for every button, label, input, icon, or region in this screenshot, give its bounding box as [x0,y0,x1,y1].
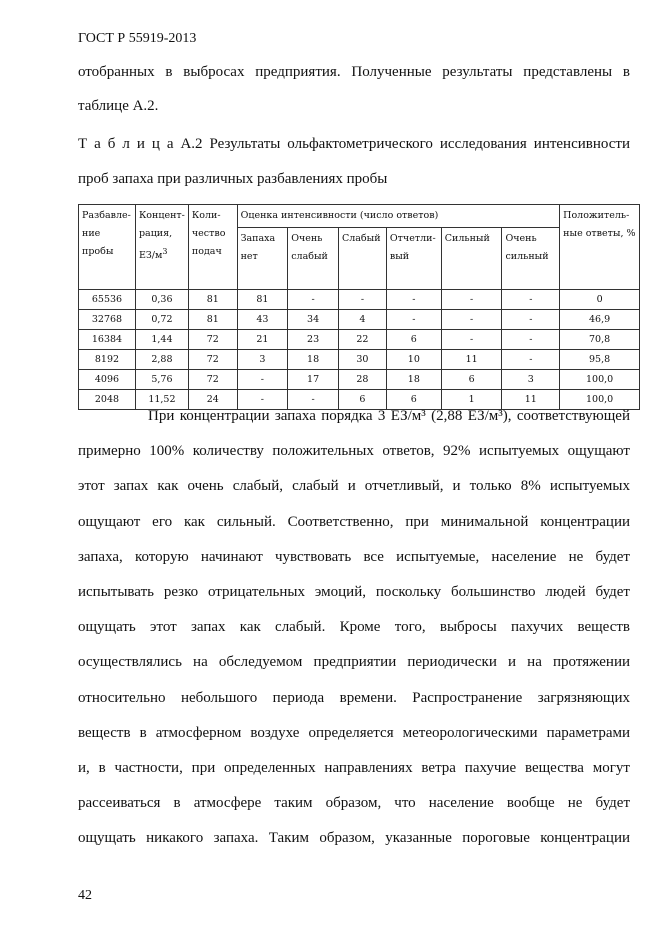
table-row: 8192 2,88 72 3 18 30 10 11-95,8 [78,349,640,370]
table-cell: 6 [385,389,442,410]
table-cell: - [501,309,561,330]
table-row: 16384 1,44 72 21 23 22 6- -70,8 [78,329,640,350]
table-cell: 21 [236,329,289,350]
paragraph-line: отобранных в выбросах предприятия. Получ… [78,64,630,80]
table-cell: 6 [385,329,442,350]
table-cell: 81 [187,309,238,330]
header-count: Коли-чество подач [187,204,238,290]
paragraph-line: ощущают его как сильный. Соответственно,… [78,513,630,530]
table-cell: 46,9 [559,309,640,330]
table-cell: 30 [337,349,387,370]
paragraph-line: веществ в атмосферном воздухе определяет… [78,724,630,741]
header-intensity: Оценка интенсивности (число ответов) [236,204,561,228]
table-row: 32768 0,72 81 43 34 4- - -46,9 [78,309,640,330]
table-cell: 3 [236,349,289,370]
results-table: Разбавле-ние пробы Концент-рация, ЕЗ/м3 … [78,204,640,410]
table-cell: 3 [501,369,561,390]
table-cell: 100,0 [559,389,640,410]
table-cell: 8192 [78,349,136,370]
table-cell: 11,52 [134,389,189,410]
table-cell: - [501,289,561,310]
table-cell: 11 [440,349,503,370]
table-cell: - [385,309,442,330]
table-row: 65536 0,36 81 81- - - - -0 [78,289,640,310]
table-cell: - [440,309,503,330]
table-cell: 0 [559,289,640,310]
table-cell: 100,0 [559,369,640,390]
table-cell: 65536 [78,289,136,310]
table-cell: 1 [440,389,503,410]
table-cell: 6 [440,369,503,390]
table-cell: - [501,329,561,350]
table-cell: 6 [337,389,387,410]
header-no-odor: Запаха нет [236,227,289,290]
paragraph-line: ощущать никакого запаха. Таким образом, … [78,830,630,847]
paragraph-line: таблице А.2. [78,98,159,114]
table-cell: 2048 [78,389,136,410]
table-cell: 72 [187,369,238,390]
header-strong: Сильный [440,227,503,290]
paragraph-line: При концентрации запаха порядка 3 ЕЗ/м³ … [148,408,630,424]
table-cell: - [440,289,503,310]
paragraph-line: ощущать этот запах как слабый. Кроме тог… [78,619,630,636]
table-cell: 0,36 [134,289,189,310]
paragraph-line: испытывать резко отрицательных эмоций, п… [78,584,630,600]
table-cell: - [501,349,561,370]
table-cell: 10 [385,349,442,370]
table-cell: 18 [287,349,339,370]
paragraph-line: примерно 100% количеству положительных о… [78,443,630,460]
page-number: 42 [78,888,92,903]
table-cell: 17 [287,369,339,390]
header-very-weak: Очень слабый [287,227,339,290]
table-cell: 18 [385,369,442,390]
table-row: 2048 11,52 24- -6 6 1 11 100,0 [78,389,640,410]
table-cell: 72 [187,349,238,370]
table-cell: 28 [337,369,387,390]
table-cell: 95,8 [559,349,640,370]
document-header: ГОСТ Р 55919-2013 [78,31,197,46]
table-cell: 81 [187,289,238,310]
table-cell: 81 [236,289,289,310]
table-cell: 1,44 [134,329,189,350]
table-cell: 4 [337,309,387,330]
paragraph-line: относительно небольшого периода времени.… [78,689,630,706]
table-cell: 2,88 [134,349,189,370]
table-cell: 4096 [78,369,136,390]
table-cell: - [287,389,339,410]
table-cell: 34 [287,309,339,330]
header-weak: Слабый [337,227,387,290]
header-distinct: Отчетли-вый [385,227,442,290]
table-cell: 16384 [78,329,136,350]
table-cell: - [287,289,339,310]
header-positive: Положитель-ные ответы, % [559,204,640,290]
table-cell: 23 [287,329,339,350]
table-cell: - [236,369,289,390]
table-caption: Т а б л и ц а А.2 Результаты ольфактомет… [78,136,630,152]
table-row: 4096 5,76 72-17 28 18 6 3 100,0 [78,369,640,390]
table-cell: 72 [187,329,238,350]
table-cell: 32768 [78,309,136,330]
header-concentration: Концент-рация, ЕЗ/м3 [134,204,189,290]
table-cell: 70,8 [559,329,640,350]
paragraph-line: запаха, которую начинают чувствовать все… [78,548,630,565]
table-cell: - [337,289,387,310]
header-dilution: Разбавле-ние пробы [78,204,136,290]
table-cell: - [440,329,503,350]
table-cell: 43 [236,309,289,330]
paragraph-line: осуществлялись на обследуемом предприяти… [78,654,630,671]
table-caption: проб запаха при различных разбавлениях п… [78,171,388,187]
table-cell: 5,76 [134,369,189,390]
header-very-strong: Очень сильный [501,227,561,290]
paragraph-line: и, в частности, при определенных направл… [78,760,630,776]
table-cell: - [236,389,289,410]
table-cell: 24 [187,389,238,410]
table-cell: 0,72 [134,309,189,330]
table-cell: 11 [501,389,561,410]
paragraph-line: этот запах как очень слабый, слабый и от… [78,478,630,495]
paragraph-line: рассеиваться в атмосфере таким образом, … [78,795,630,812]
table-cell: 22 [337,329,387,350]
table-cell: - [385,289,442,310]
